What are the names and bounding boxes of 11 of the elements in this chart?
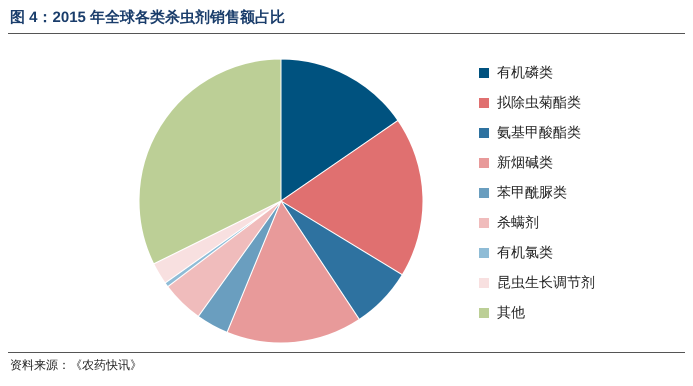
legend-label: 有机磷类 <box>497 64 553 82</box>
legend-label: 新烟碱类 <box>497 154 553 172</box>
legend-label: 氨基甲酸酯类 <box>497 124 581 142</box>
legend-label: 苯甲酰脲类 <box>497 184 567 202</box>
legend-label: 其他 <box>497 304 525 322</box>
legend-label: 杀螨剂 <box>497 214 539 232</box>
legend-label: 昆虫生长调节剂 <box>497 274 595 292</box>
text: 资料来源：《农药快讯》 <box>10 357 142 374</box>
chart-title: 图 4：2015 年全球各类杀虫剂销售额占比 <box>10 8 286 27</box>
legend-label: 拟除虫菊酯类 <box>497 94 581 112</box>
legend-label: 有机氯类 <box>497 244 553 262</box>
